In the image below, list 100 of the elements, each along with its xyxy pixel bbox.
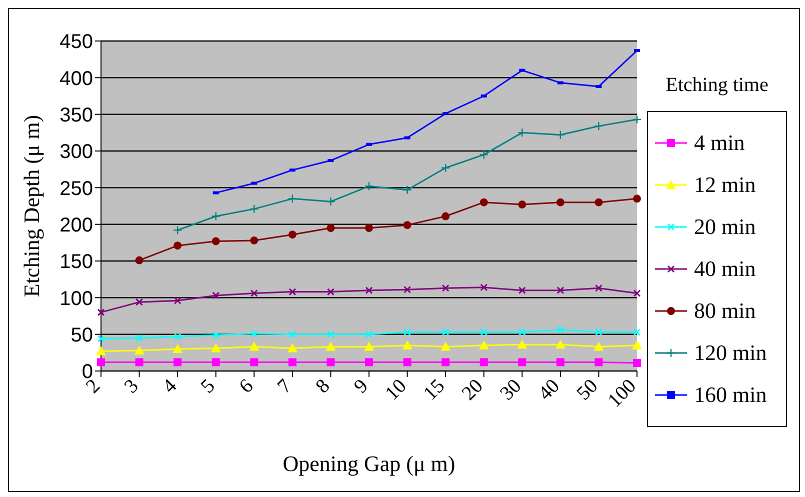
point <box>172 344 183 353</box>
point <box>97 358 105 366</box>
x-tick-label: 9 <box>350 374 373 398</box>
point <box>442 328 450 336</box>
point <box>250 204 259 214</box>
point <box>250 330 258 338</box>
point <box>442 284 450 292</box>
point <box>288 358 296 366</box>
point <box>518 128 527 138</box>
point <box>633 358 641 367</box>
point <box>135 256 144 264</box>
x-tick-label: 8 <box>312 374 334 398</box>
x-tick-label: 7 <box>273 374 296 398</box>
point <box>212 358 220 366</box>
point <box>212 237 220 246</box>
point <box>174 242 182 250</box>
legend-label: 160 min <box>694 382 767 408</box>
x-axis-title: Opening Gap (μ m) <box>282 451 456 476</box>
point <box>326 197 336 206</box>
y-tick-label: 150 <box>60 251 93 274</box>
point <box>326 288 334 296</box>
point <box>518 200 526 209</box>
point <box>442 358 450 366</box>
point <box>288 288 296 296</box>
point <box>594 342 604 351</box>
y-tick-label: 250 <box>60 178 93 200</box>
point <box>365 224 373 232</box>
point <box>250 236 258 244</box>
point <box>633 290 641 298</box>
point <box>135 358 144 366</box>
point <box>288 330 296 338</box>
point <box>518 358 526 366</box>
legend-label: 80 min <box>694 298 756 324</box>
point <box>174 358 182 366</box>
x-tick-label: 6 <box>235 374 258 398</box>
point <box>480 358 488 366</box>
y-tick-label: 100 <box>60 288 93 310</box>
y-tick-label: 200 <box>60 214 93 236</box>
point <box>365 330 373 338</box>
point <box>594 328 602 336</box>
x-tick-label: 30 <box>496 374 526 405</box>
point <box>250 290 258 298</box>
point <box>210 343 221 352</box>
point <box>480 198 488 206</box>
point <box>250 358 258 366</box>
point <box>136 334 144 342</box>
point <box>326 342 336 351</box>
point <box>326 224 335 232</box>
x-tick-label: 100 <box>604 374 641 412</box>
point <box>212 331 220 339</box>
legend-title: Etching time <box>664 74 770 96</box>
point <box>364 182 374 191</box>
point <box>633 194 641 203</box>
point <box>404 328 412 336</box>
point <box>556 130 566 140</box>
point <box>402 185 412 194</box>
x-tick-label: 40 <box>534 374 564 405</box>
point <box>365 286 373 294</box>
point <box>364 342 374 351</box>
point <box>288 230 296 239</box>
x-tick-label: 50 <box>572 374 602 405</box>
x-tick-label: 3 <box>120 374 143 398</box>
point <box>404 286 412 294</box>
point <box>556 286 564 294</box>
point <box>632 340 642 350</box>
point <box>478 340 489 350</box>
point <box>594 121 604 131</box>
x-tick-label: 15 <box>419 374 450 405</box>
point <box>134 345 144 354</box>
point <box>326 330 334 338</box>
point <box>174 332 182 340</box>
point <box>555 340 566 349</box>
point <box>403 221 412 230</box>
point <box>288 194 298 204</box>
point <box>480 284 488 292</box>
legend-label: 12 min <box>694 172 756 198</box>
point <box>517 340 528 349</box>
point <box>518 328 526 336</box>
y-tick-label: 300 <box>60 141 93 164</box>
y-tick-label: 400 <box>60 68 93 90</box>
point <box>479 150 488 160</box>
point <box>556 198 564 206</box>
y-tick-label: 50 <box>70 324 93 346</box>
x-tick-label: 10 <box>381 374 411 405</box>
legend-label: 20 min <box>694 214 756 240</box>
point <box>556 326 564 334</box>
point <box>97 334 105 342</box>
legend-label: 40 min <box>694 256 756 282</box>
point <box>365 358 373 366</box>
point <box>594 284 602 292</box>
point <box>440 163 450 172</box>
point <box>594 358 603 366</box>
point <box>632 114 642 124</box>
legend-label: 4 min <box>694 130 745 156</box>
x-tick-label: 5 <box>196 374 220 398</box>
point <box>442 212 450 220</box>
point <box>249 342 260 351</box>
point <box>97 308 105 316</box>
point <box>440 342 451 351</box>
y-axis-title: Etching Depth (μ m) <box>18 114 44 298</box>
